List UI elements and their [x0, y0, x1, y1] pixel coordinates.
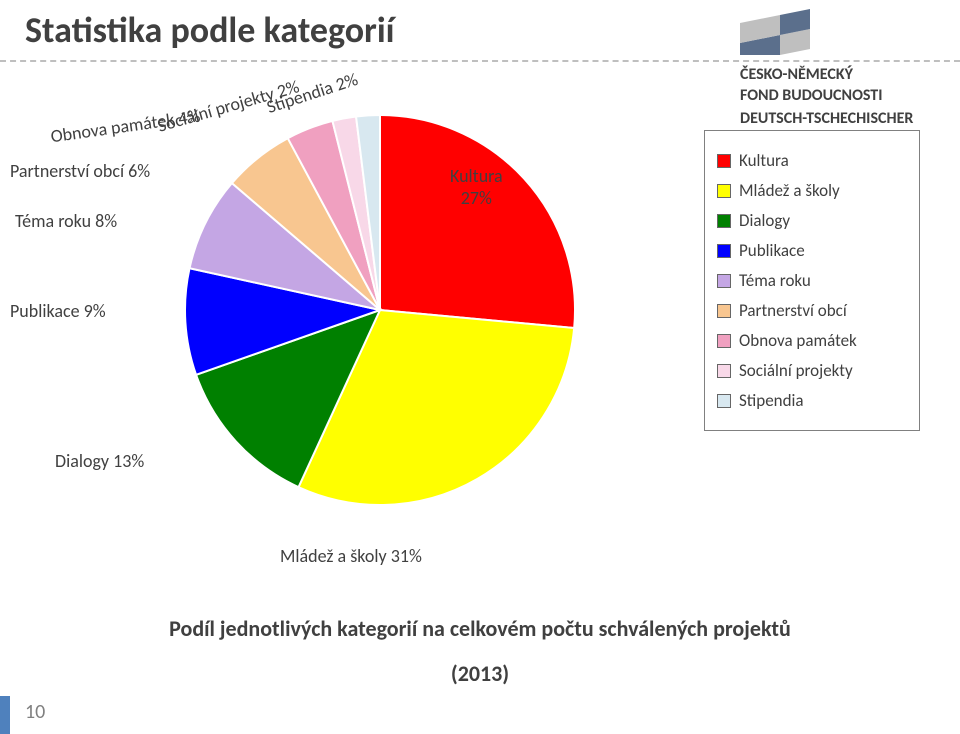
legend-item: Sociální projekty: [717, 360, 907, 381]
legend-item: Partnerství obcí: [717, 300, 907, 321]
legend-label: Publikace: [739, 240, 805, 261]
legend-label: Stipendia: [739, 390, 804, 411]
legend-item: Stipendia: [717, 390, 907, 411]
legend-swatch: [717, 244, 731, 258]
page-number: 10: [25, 700, 45, 724]
legend-label: Dialogy: [739, 210, 790, 231]
legend-swatch: [717, 214, 731, 228]
accent-bar: [0, 696, 10, 734]
caption: Podíl jednotlivých kategorií na celkovém…: [100, 615, 860, 687]
logo-line2: FOND BUDOUCNOSTI: [740, 86, 950, 107]
legend-label: Mládež a školy: [739, 180, 840, 201]
legend-swatch: [717, 184, 731, 198]
logo-icon: [740, 5, 810, 55]
pie-chart: [170, 100, 590, 520]
page-title: Statistika podle kategorií: [25, 8, 395, 52]
legend-item: Dialogy: [717, 210, 907, 231]
legend-swatch: [717, 274, 731, 288]
legend-item: Publikace: [717, 240, 907, 261]
caption-line1: Podíl jednotlivých kategorií na celkovém…: [100, 615, 860, 642]
legend: Kultura Mládež a školy Dialogy Publikace Tém…: [704, 130, 920, 431]
slice-label: Kultura27%: [450, 165, 503, 209]
legend-item: Mládež a školy: [717, 180, 907, 201]
legend-swatch: [717, 154, 731, 168]
slice-label: Téma roku 8%: [15, 210, 117, 232]
pie-slice: [380, 115, 575, 328]
legend-swatch: [717, 304, 731, 318]
legend-label: Sociální projekty: [739, 360, 853, 381]
slice-label: Publikace 9%: [10, 300, 106, 322]
caption-line2: (2013): [100, 660, 860, 687]
legend-swatch: [717, 334, 731, 348]
slide: Statistika podle kategorií ČESKO-NĚMECKÝ…: [0, 0, 960, 734]
legend-item: Obnova památek: [717, 330, 907, 351]
legend-item: Kultura: [717, 150, 907, 171]
logo-line1: ČESKO-NĚMECKÝ: [740, 65, 950, 86]
slice-label: Partnerství obcí 6%: [10, 160, 150, 182]
legend-label: Partnerství obcí: [739, 300, 847, 321]
legend-swatch: [717, 394, 731, 408]
legend-label: Kultura: [739, 150, 789, 171]
legend-label: Obnova památek: [739, 330, 857, 351]
legend-item: Téma roku: [717, 270, 907, 291]
divider: [0, 60, 960, 62]
legend-swatch: [717, 364, 731, 378]
slice-label: Mládež a školy 31%: [280, 545, 422, 567]
logo-line3: DEUTSCH-TSCHECHISCHER: [740, 109, 950, 130]
slice-label: Dialogy 13%: [55, 450, 144, 472]
legend-label: Téma roku: [739, 270, 811, 291]
